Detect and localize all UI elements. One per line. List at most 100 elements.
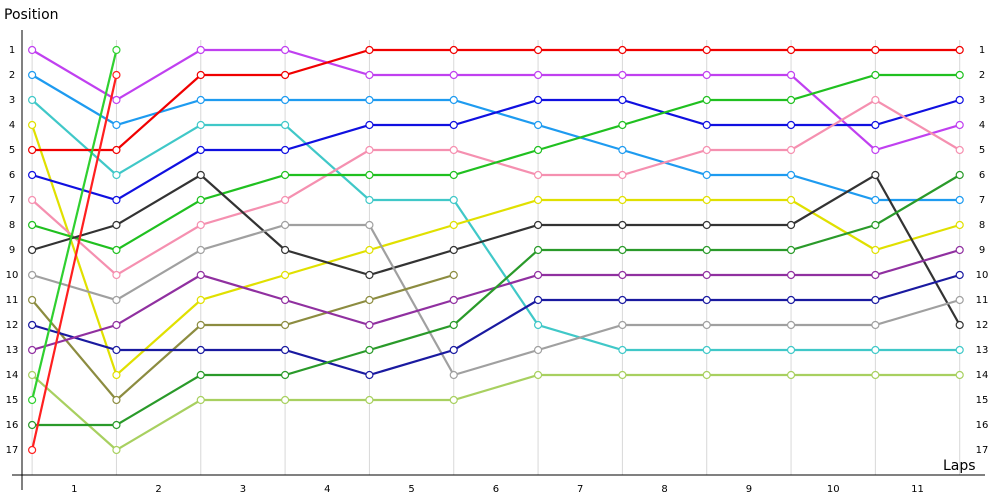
position-marker: [196, 70, 205, 80]
position-marker: [871, 45, 880, 55]
x-tick-label: 5: [408, 484, 414, 495]
series-line: [31, 49, 118, 401]
y-tick-label-right: 13: [976, 345, 989, 356]
position-marker: [702, 195, 711, 205]
position-marker: [28, 220, 37, 230]
y-tick-label-right: 2: [979, 70, 985, 81]
position-marker: [533, 170, 543, 180]
position-marker: [365, 195, 374, 205]
y-tick-label: 5: [9, 145, 15, 156]
position-marker: [196, 220, 205, 230]
position-marker: [449, 345, 458, 355]
position-marker: [112, 295, 121, 305]
position-marker: [618, 95, 627, 105]
series-line: [31, 98, 961, 277]
position-marker: [112, 95, 121, 105]
position-marker: [449, 170, 458, 180]
position-marker: [955, 95, 964, 105]
position-marker: [871, 70, 880, 80]
position-marker: [365, 395, 374, 405]
position-marker: [196, 295, 205, 305]
position-marker: [786, 195, 796, 205]
position-marker: [28, 95, 37, 105]
position-marker: [196, 45, 205, 55]
position-marker: [955, 120, 964, 130]
y-tick-label-right: 1: [979, 45, 985, 56]
position-marker: [955, 245, 964, 255]
position-marker: [955, 170, 964, 180]
position-marker: [955, 70, 964, 80]
position-marker: [196, 195, 205, 205]
y-tick-label: 10: [6, 270, 19, 281]
position-marker: [871, 95, 880, 105]
position-marker: [618, 195, 627, 205]
position-marker: [449, 320, 458, 330]
position-marker: [28, 320, 37, 330]
position-marker: [365, 345, 374, 355]
y-tick-label: 6: [9, 170, 15, 181]
position-marker: [786, 270, 796, 280]
position-marker: [112, 195, 121, 205]
position-marker: [618, 45, 627, 55]
position-marker: [365, 145, 374, 155]
position-marker: [449, 295, 458, 305]
position-marker: [196, 320, 205, 330]
position-marker: [618, 220, 627, 230]
y-tick-label-right: 12: [976, 320, 989, 331]
position-marker: [196, 345, 205, 355]
position-marker: [449, 220, 458, 230]
position-marker: [871, 295, 880, 305]
y-tick-label: 16: [6, 420, 19, 431]
position-marker: [112, 320, 121, 330]
position-marker: [449, 95, 458, 105]
position-marker: [280, 220, 290, 230]
y-tick-label: 14: [6, 370, 19, 381]
position-marker: [28, 445, 37, 455]
position-marker: [28, 345, 37, 355]
y-tick-label-right: 3: [979, 95, 985, 106]
y-tick-label-right: 16: [976, 420, 989, 431]
position-marker: [112, 345, 121, 355]
position-marker: [112, 45, 121, 55]
position-marker: [618, 270, 627, 280]
position-marker: [533, 220, 543, 230]
position-marker: [280, 170, 290, 180]
position-marker: [112, 445, 121, 455]
position-marker: [280, 370, 290, 380]
y-tick-label-right: 14: [976, 370, 989, 381]
series-line: [31, 373, 960, 452]
position-marker: [112, 370, 121, 380]
y-axis-title: Position: [4, 7, 59, 23]
position-marker: [533, 95, 543, 105]
x-tick-label: 8: [661, 484, 667, 495]
position-marker: [28, 170, 37, 180]
position-marker: [618, 320, 627, 330]
position-marker: [702, 70, 711, 80]
position-marker: [786, 320, 796, 330]
position-marker: [28, 370, 37, 380]
position-marker: [280, 195, 290, 205]
position-marker: [618, 245, 627, 255]
x-tick-label: 2: [155, 484, 161, 495]
position-marker: [449, 145, 458, 155]
position-marker: [449, 395, 458, 405]
y-tick-label-right: 15: [976, 395, 989, 406]
series-line: [31, 99, 960, 352]
x-tick-label: 3: [240, 484, 246, 495]
position-marker: [365, 245, 374, 255]
x-tick-label: 4: [324, 484, 330, 495]
position-marker: [786, 345, 796, 355]
position-marker: [365, 45, 374, 55]
position-marker: [618, 345, 627, 355]
y-tick-label-right: 6: [979, 170, 985, 181]
position-marker: [871, 245, 880, 255]
position-marker: [533, 270, 543, 280]
series-line: [31, 273, 961, 377]
y-tick-label: 12: [6, 320, 19, 331]
position-marker: [702, 270, 711, 280]
position-marker: [871, 320, 880, 330]
position-marker: [702, 370, 711, 380]
position-marker: [871, 270, 880, 280]
position-marker: [196, 370, 205, 380]
position-marker: [280, 320, 290, 330]
